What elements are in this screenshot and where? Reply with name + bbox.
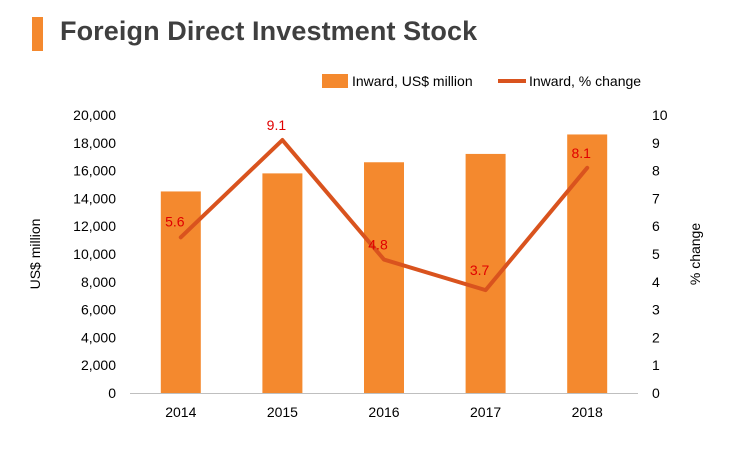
y2-tick-label: 0 xyxy=(652,385,660,401)
line-point-2017 xyxy=(484,288,488,292)
y2-tick-label: 10 xyxy=(652,107,668,123)
y-tick-label: 16,000 xyxy=(73,163,116,179)
y2-axis-title: % change xyxy=(687,223,703,285)
legend: Inward, US$ million Inward, % change xyxy=(322,73,641,89)
y-tick-label: 4,000 xyxy=(81,329,116,345)
bar-series xyxy=(160,134,608,393)
bar-2015 xyxy=(262,173,303,393)
x-tick-label: 2016 xyxy=(368,404,399,420)
y-tick-label: 20,000 xyxy=(73,107,116,123)
y2-tick-label: 8 xyxy=(652,163,660,179)
x-tick-label: 2017 xyxy=(470,404,501,420)
chart-title: Foreign Direct Investment Stock xyxy=(60,16,478,46)
y2-tick-label: 5 xyxy=(652,246,660,262)
line-point-2018 xyxy=(585,166,589,170)
y-tick-label: 12,000 xyxy=(73,218,116,234)
right-axis-ticks: 0 1 2 3 4 5 6 7 8 9 10 xyxy=(652,107,668,401)
y-tick-label: 10,000 xyxy=(73,246,116,262)
line-point-2015 xyxy=(280,138,284,142)
y2-tick-label: 7 xyxy=(652,190,660,206)
data-label-2017: 3.7 xyxy=(470,262,490,278)
y2-tick-label: 2 xyxy=(652,329,660,345)
y-tick-label: 14,000 xyxy=(73,190,116,206)
y2-tick-label: 3 xyxy=(652,302,660,318)
data-label-2015: 9.1 xyxy=(267,117,287,133)
data-label-2018: 8.1 xyxy=(571,145,591,161)
data-label-2016: 4.8 xyxy=(368,237,388,253)
legend-bar-swatch xyxy=(322,74,348,88)
title-accent-bar xyxy=(32,17,43,51)
y-tick-label: 6,000 xyxy=(81,302,116,318)
bar-2016 xyxy=(364,162,404,393)
y-tick-label: 18,000 xyxy=(73,135,116,151)
data-label-2014: 5.6 xyxy=(165,213,185,229)
x-axis-ticks: 2014 2015 2016 2017 2018 xyxy=(165,404,603,420)
x-tick-label: 2018 xyxy=(572,404,603,420)
x-tick-label: 2015 xyxy=(267,404,298,420)
legend-bar-label: Inward, US$ million xyxy=(352,73,473,89)
line-point-2016 xyxy=(382,258,386,262)
line-series xyxy=(178,138,590,293)
y-tick-label: 0 xyxy=(108,385,116,401)
line-point-2014 xyxy=(179,235,183,239)
x-tick-label: 2014 xyxy=(165,404,196,420)
data-labels: 5.6 9.1 4.8 3.7 8.1 xyxy=(165,117,591,278)
bar-2018 xyxy=(567,134,608,393)
y2-tick-label: 9 xyxy=(652,135,660,151)
left-axis-ticks: 0 2,000 4,000 6,000 8,000 10,000 12,000 14,000 1… xyxy=(73,107,116,401)
y2-tick-label: 1 xyxy=(652,357,660,373)
y-tick-label: 8,000 xyxy=(81,274,116,290)
legend-line-label: Inward, % change xyxy=(529,73,641,89)
y-axis-title: US$ million xyxy=(27,219,43,290)
y-tick-label: 2,000 xyxy=(81,357,116,373)
y2-tick-label: 6 xyxy=(652,218,660,234)
y2-tick-label: 4 xyxy=(652,274,660,290)
